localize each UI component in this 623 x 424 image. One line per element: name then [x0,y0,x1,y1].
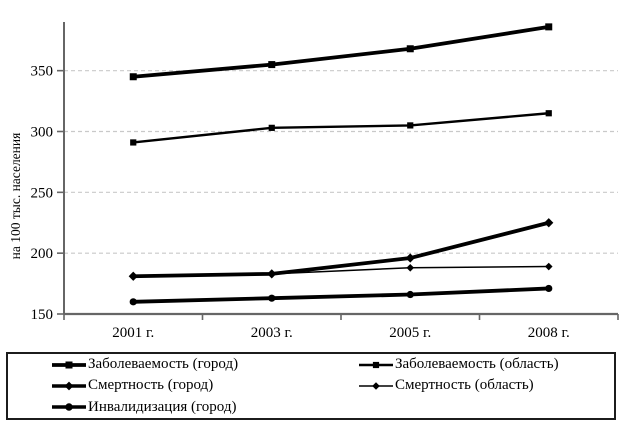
legend-label: Заболеваемость (город) [88,356,239,373]
square-marker [268,61,276,69]
square-marker [129,73,137,81]
square-marker [545,23,553,31]
legend-label: Заболеваемость (область) [395,356,559,373]
diamond-marker [544,262,553,271]
y-tick-label: 250 [31,185,54,201]
circle-marker [129,298,137,306]
series-line-4 [133,286,549,304]
diamond-marker [129,272,138,281]
y-tick-label: 150 [31,307,54,323]
legend: Заболеваемость (город) Заболеваемость (о… [6,352,616,420]
legend-label: Смертность (город) [88,377,214,394]
legend-item-zabolevaemost-oblast: Заболеваемость (область) [311,357,614,372]
diamond-marker-line-icon [359,382,393,390]
square-marker-line-icon [52,361,86,369]
legend-label: Смертность (область) [395,377,534,394]
x-tick-label: 2008 г. [528,325,570,341]
diamond-marker [267,270,276,278]
diamond-marker-line-icon [52,381,86,391]
y-tick-label: 350 [31,64,54,80]
diamond-marker [406,263,415,272]
y-axis-title: на 100 тыс. населения [8,133,23,260]
square-marker-line-icon [359,361,393,368]
series-line-2 [133,220,550,279]
square-marker [545,110,552,117]
line-chart: 150 200 250 300 350 2001 г. 2003 г. 2005 г. 2008… [8,22,619,341]
y-tick-label: 200 [31,246,54,262]
y-tick-label: 300 [31,125,54,141]
circle-marker [545,284,553,293]
diamond-marker [405,253,415,263]
circle-marker [406,290,414,299]
legend-label: Инвалидизация (город) [88,398,237,415]
x-tick-label: 2005 г. [389,325,431,341]
square-marker [268,124,275,131]
legend-item-invalidizatsiya-gorod: Инвалидизация (город) [8,398,311,415]
legend-item-smertnost-oblast: Смертность (область) [311,378,614,393]
series-line-1 [133,112,549,144]
square-marker [130,139,137,146]
legend-item-smertnost-gorod: Смертность (город) [8,378,311,393]
x-tick-label: 2001 г. [112,325,154,341]
circle-marker [268,294,276,302]
circle-marker-line-icon [52,403,86,412]
square-marker [407,122,414,129]
series-line-3 [133,265,549,278]
square-marker [406,45,414,53]
diamond-marker [544,218,554,228]
legend-item-zabolevaemost-gorod: Заболеваемость (город) [8,357,311,372]
x-tick-label: 2003 г. [251,325,293,341]
series-line-0 [133,24,550,79]
